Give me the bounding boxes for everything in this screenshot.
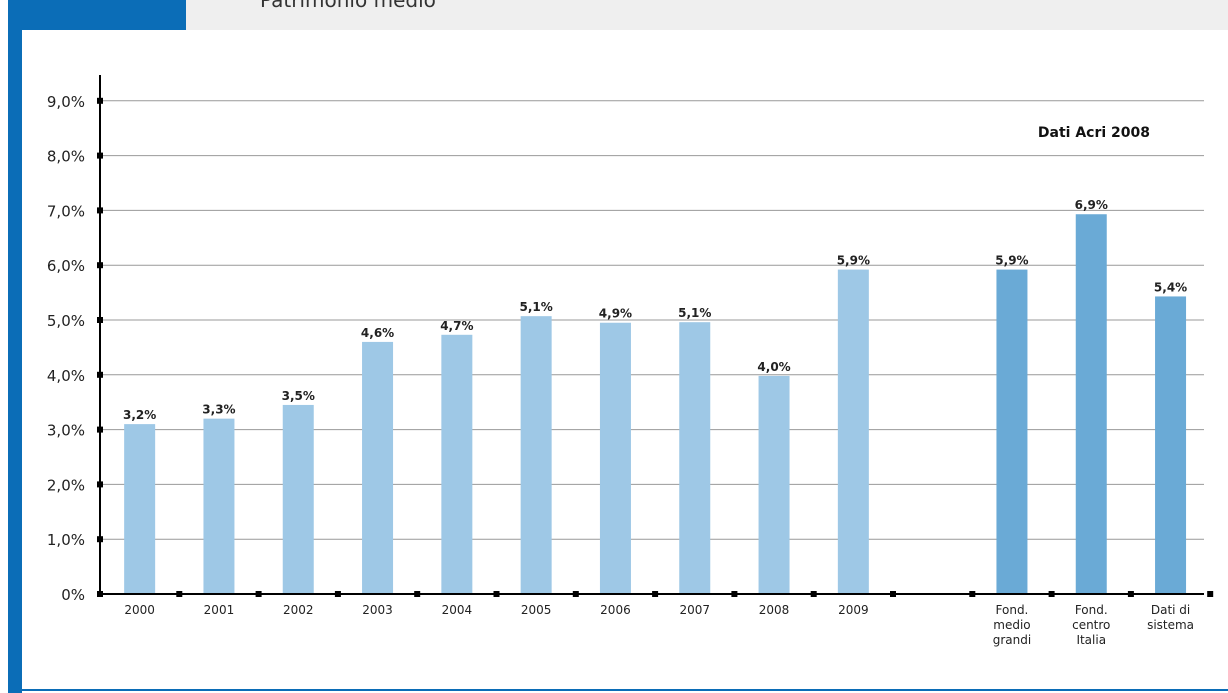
data-label: 4,9% — [599, 307, 632, 321]
data-label: 5,4% — [1154, 280, 1187, 294]
x-tick-label: 2002 — [283, 603, 314, 617]
brand-corner-block — [8, 0, 186, 30]
data-label: 3,5% — [282, 389, 315, 403]
data-label: 4,7% — [440, 319, 473, 333]
x-tick-label: 2004 — [442, 603, 473, 617]
x-tick-marker — [572, 591, 579, 597]
chart-annotation: Dati Acri 2008 — [1038, 125, 1150, 141]
x-tick-marker — [255, 591, 262, 597]
x-tick-marker — [176, 591, 183, 597]
x-tick-label: grandi — [993, 633, 1031, 647]
bar — [837, 269, 869, 594]
x-tick-marker — [652, 591, 659, 597]
x-tick-label: 2005 — [521, 603, 552, 617]
bar — [1155, 296, 1187, 594]
bar — [124, 424, 156, 594]
y-tick-label: 5,0% — [47, 312, 85, 330]
bars — [124, 214, 1187, 594]
grid-lines — [100, 100, 1204, 540]
x-tick-label: 2003 — [362, 603, 393, 617]
axes — [97, 75, 1214, 597]
page-title: Patrimonio medio — [260, 0, 436, 12]
x-tick-label: Dati di — [1151, 603, 1190, 617]
data-label: 5,9% — [995, 254, 1028, 268]
x-tick-marker — [493, 591, 500, 597]
data-label: 5,9% — [837, 254, 870, 268]
y-tick-label: 1,0% — [47, 531, 85, 549]
x-tick-label: Fond. — [996, 603, 1029, 617]
bar — [1075, 214, 1107, 594]
bar — [996, 269, 1028, 594]
x-tick-marker — [731, 591, 738, 597]
brand-side-bar — [8, 30, 22, 693]
labels: 0% 1,0% 2,0% 3,0% 4,0% 5,0% 6,0% 7,0% 8,0% 9,0% 3,… — [47, 93, 1194, 647]
x-tick-label: 2001 — [204, 603, 235, 617]
bar — [282, 404, 314, 594]
bar — [362, 341, 394, 594]
x-tick-label: 2008 — [759, 603, 790, 617]
bar — [679, 322, 711, 594]
y-tick-label: 2,0% — [47, 476, 85, 494]
x-tick-label: Italia — [1076, 633, 1106, 647]
data-label: 5,1% — [678, 306, 711, 320]
x-tick-marker — [1127, 591, 1134, 597]
x-tick-marker — [890, 591, 896, 597]
y-tick-label: 9,0% — [47, 93, 85, 111]
data-label: 3,3% — [202, 403, 235, 417]
x-tick-label: 2007 — [679, 603, 710, 617]
data-label: 6,9% — [1075, 198, 1108, 212]
data-label: 4,0% — [757, 360, 790, 374]
x-tick-marker — [1048, 591, 1055, 597]
bar — [758, 375, 790, 594]
x-tick-label: 2006 — [600, 603, 631, 617]
x-tick-label: 2009 — [838, 603, 869, 617]
x-tick-label: centro — [1072, 618, 1110, 632]
bar — [520, 316, 552, 594]
x-tick-marker — [1207, 591, 1214, 597]
y-tick-label: 0% — [61, 586, 85, 604]
x-tick-marker — [414, 591, 421, 597]
y-tick-label: 7,0% — [47, 202, 85, 220]
header-band — [186, 0, 1228, 30]
data-label: 5,1% — [520, 300, 553, 314]
y-tick-label: 8,0% — [47, 148, 85, 166]
x-tick-label: Fond. — [1075, 603, 1108, 617]
bottom-border — [22, 689, 1228, 691]
y-tick-label: 3,0% — [47, 422, 85, 440]
x-tick-marker — [334, 591, 341, 597]
y-tick-label: 6,0% — [47, 257, 85, 275]
x-tick-label: sistema — [1147, 618, 1194, 632]
x-tick-label: medio — [993, 618, 1030, 632]
bar — [441, 334, 473, 594]
x-tick-label: 2000 — [124, 603, 155, 617]
data-label: 3,2% — [123, 408, 156, 422]
x-tick-marker — [969, 591, 976, 597]
y-tick-label: 4,0% — [47, 367, 85, 385]
data-label: 4,6% — [361, 326, 394, 340]
x-tick-marker — [810, 591, 817, 597]
bar — [599, 322, 631, 594]
bar — [203, 418, 235, 594]
